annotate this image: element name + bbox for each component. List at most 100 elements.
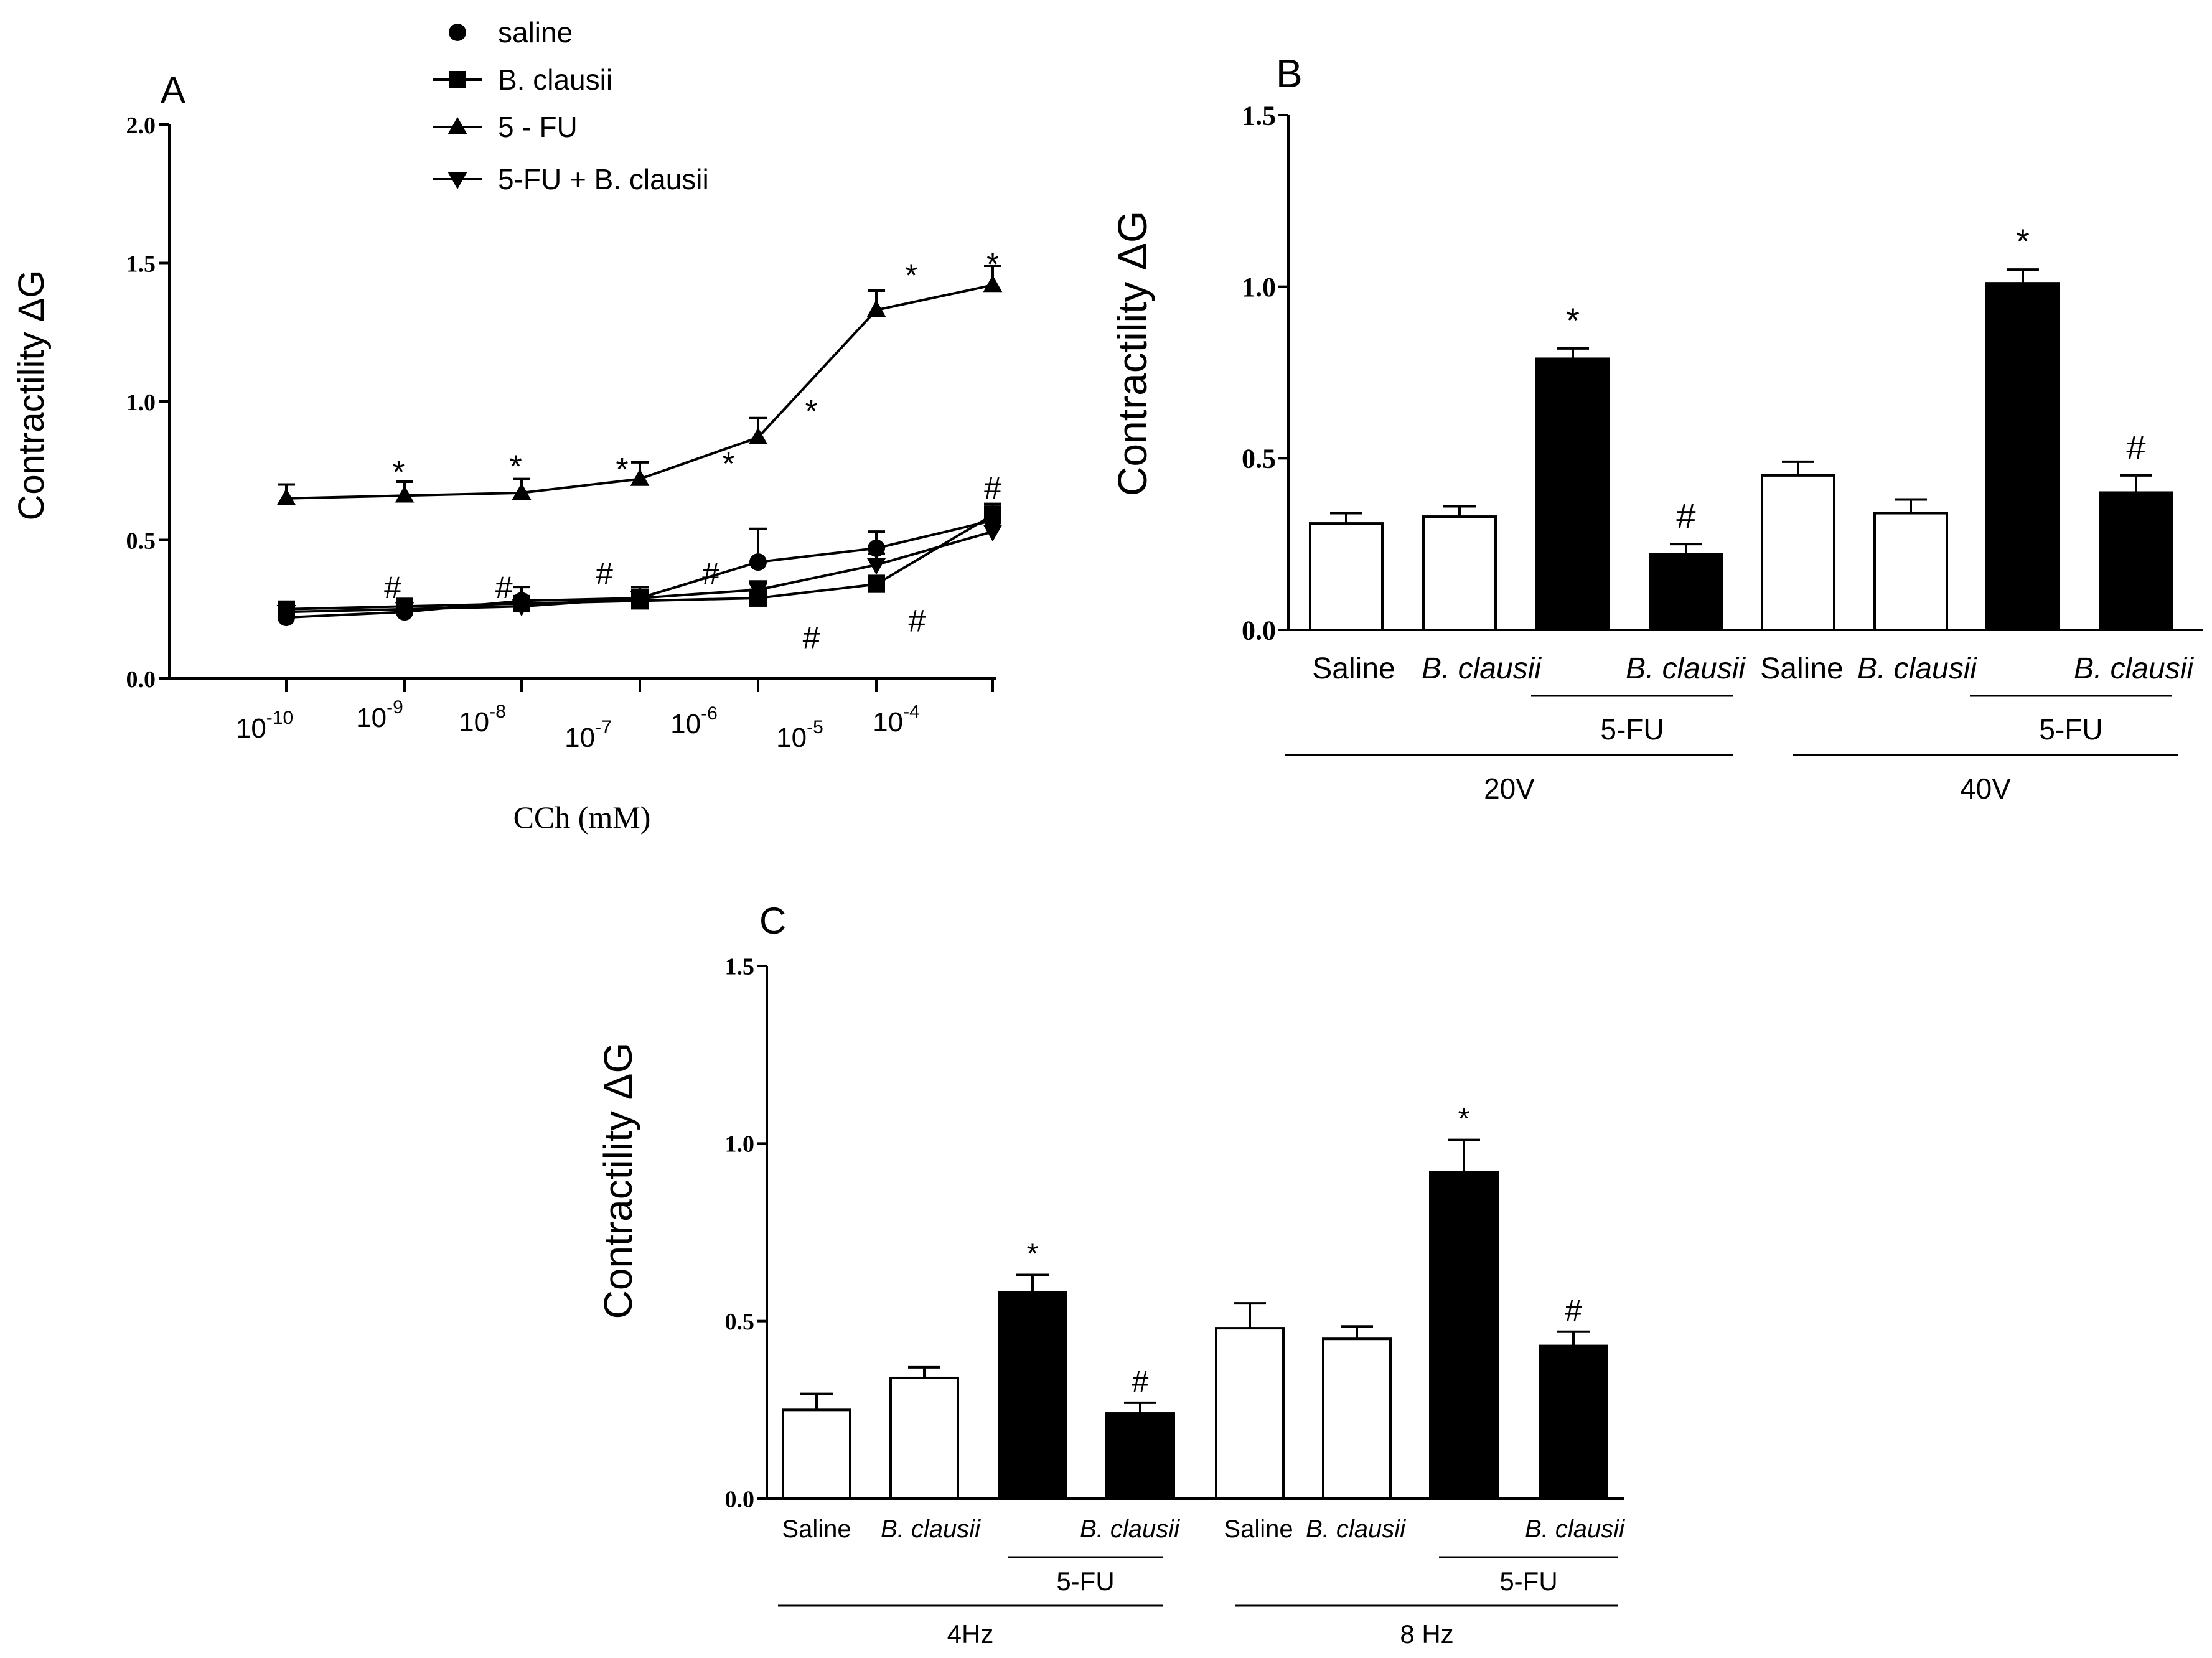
panel-a-x-tick-base: 10 <box>459 707 489 738</box>
panel-a-x-tick-label: 10-7 <box>565 717 612 753</box>
panel-a-point-5-fu <box>866 300 886 317</box>
panel-a-point-b-clausii <box>868 575 885 593</box>
panel-a-legend-marker-1 <box>449 71 466 88</box>
panel-b: B Contractility ΔG 0.0 0.5 1.0 1.5 * # * # Sal… <box>1109 51 2203 805</box>
panel-b-significance-star: * <box>1566 301 1580 340</box>
panel-a-significance-star: * <box>509 449 522 485</box>
panel-a-y-tick-label: 2.0 <box>126 113 156 139</box>
panel-a-x-tick-label: 10-10 <box>236 708 293 744</box>
panel-c-y-ticks: 0.0 0.5 1.0 1.5 <box>725 953 767 1512</box>
panel-b-bars: * # * # <box>1309 222 2173 632</box>
panel-a-x-tick-exponent: -9 <box>387 697 403 718</box>
panel-b-y-tick-label: 0.5 <box>1242 444 1276 474</box>
panel-a-point-5-fu <box>512 482 532 500</box>
panel-a-point-5-fu <box>276 488 296 505</box>
panel-a-legend-marker-0 <box>449 24 466 41</box>
panel-c-category-label: B. clausii <box>1525 1515 1625 1543</box>
panel-a-legend: saline B. clausii 5 - FU 5-FU + B. clausii <box>433 16 709 195</box>
panel-c-bar-3 <box>1105 1412 1175 1501</box>
panel-b-bar-6 <box>1985 282 2060 631</box>
panel-b-category-label: B. clausii <box>1857 652 1977 685</box>
panel-a-label: A <box>161 69 185 111</box>
panel-b-bar-5 <box>1873 512 1948 632</box>
panel-a-significance-hash: # <box>909 604 926 639</box>
panel-a-significance-hash: # <box>702 556 719 591</box>
panel-a-x-tick-base: 10 <box>873 707 903 738</box>
panel-b-category-label: B. clausii <box>1422 652 1542 685</box>
panel-a-x-tick-exponent: -7 <box>595 717 612 738</box>
panel-c-y-tick-label: 1.5 <box>725 953 755 980</box>
panel-c-y-axis-label: Contractility ΔG <box>596 1042 640 1319</box>
panel-b-label: B <box>1276 51 1303 96</box>
panel-b-group-label: 40V <box>1960 772 2011 805</box>
panel-a-x-tick-label: 10-8 <box>459 701 506 738</box>
panel-a-point-5-fu <box>630 469 650 486</box>
panel-b-bar-4 <box>1761 474 1835 632</box>
panel-b-y-axis-label: Contractility ΔG <box>1109 211 1155 497</box>
panel-b-bar-2 <box>1535 357 1610 631</box>
panel-a-x-tick-label: 10-6 <box>670 703 718 739</box>
panel-c-bar-1 <box>889 1376 959 1501</box>
panel-a-x-tick-exponent: -6 <box>701 703 718 724</box>
panel-c-label: C <box>759 900 786 942</box>
panel-b-y-tick-label: 1.0 <box>1242 272 1276 302</box>
panel-c-significance-hash: # <box>1132 1365 1149 1398</box>
panel-a-significance-hash: # <box>384 570 401 605</box>
panel-a-x-tick-base: 10 <box>670 709 701 739</box>
panel-b-subgroup-label: 5-FU <box>2039 713 2102 746</box>
panel-a-point-5-fu <box>395 485 415 503</box>
panel-a-point-saline <box>749 553 767 571</box>
panel-c-category-label: Saline <box>1224 1515 1293 1543</box>
panel-a-point-5-fu-b-clausii <box>512 599 532 617</box>
panel-b-y-tick-label: 0.0 <box>1242 615 1276 645</box>
panel-b-category-label: B. clausii <box>1626 652 1746 685</box>
panel-a-y-ticks: 0.0 0.5 1.0 1.5 2.0 <box>126 113 169 693</box>
panel-b-group-brackets: 5-FU 5-FU 20V 40V <box>1285 695 2178 805</box>
panel-a-x-ticks: 10-10 10-9 10-810-7 10-610-5 10-4 <box>236 678 994 753</box>
panel-a-significance-hash: # <box>984 471 1001 505</box>
panel-a-x-tick-exponent: -5 <box>807 717 823 738</box>
panel-c-group-label: 8 Hz <box>1400 1619 1453 1649</box>
panel-a-x-tick-base: 10 <box>236 713 266 744</box>
panel-a-y-tick-label: 1.0 <box>126 390 156 416</box>
panel-c-bar-2 <box>998 1291 1067 1501</box>
panel-a-significance-star: * <box>392 454 405 490</box>
panel-a-legend-label: 5 - FU <box>498 111 578 143</box>
panel-b-significance-hash: # <box>1676 496 1695 535</box>
panel-c-bar-4 <box>1215 1327 1285 1501</box>
panel-a-legend-marker-3 <box>448 172 467 190</box>
panel-a-legend-label: B. clausii <box>498 63 612 96</box>
panel-a-point-5-fu-b-clausii <box>866 558 886 575</box>
panel-a-point-5-fu <box>983 275 1003 293</box>
panel-a-legend-label: 5-FU + B. clausii <box>498 163 709 195</box>
panel-a-point-5-fu <box>748 427 768 445</box>
panel-b-significance-star: * <box>2016 222 2030 261</box>
panel-b-category-label: B. clausii <box>2074 652 2194 685</box>
panel-a-significance-hash: # <box>803 620 820 655</box>
panel-b-category-label: Saline <box>1312 652 1395 685</box>
panel-a-significance-star: * <box>722 446 734 482</box>
panel-c-bar-5 <box>1322 1337 1392 1500</box>
panel-b-category-label: Saline <box>1760 652 1843 685</box>
panel-c-category-label: B. clausii <box>881 1515 981 1543</box>
panel-a-significance-star: * <box>805 393 817 429</box>
panel-b-significance-hash: # <box>2126 428 2145 467</box>
panel-a-point-5-fu-b-clausii <box>983 524 1003 542</box>
panel-a-x-tick-exponent: -4 <box>903 701 920 722</box>
panel-a: A Contractility ΔG CCh (mM) 0.0 0.5 1.0 1.5… <box>11 16 1003 835</box>
panel-a-point-5-fu-b-clausii <box>395 602 415 619</box>
panel-a-significance-star: * <box>986 247 999 283</box>
panel-a-point-5-fu-b-clausii <box>276 605 296 622</box>
panel-a-series <box>276 264 1003 627</box>
panel-b-category-labels: Saline B. clausii B. clausii Saline B. claus… <box>1312 652 2194 685</box>
panel-a-significance-star: * <box>616 452 628 488</box>
panel-a-x-tick-base: 10 <box>356 703 387 733</box>
panel-a-point-5-fu-b-clausii <box>630 591 650 609</box>
panel-c-group-brackets: 5-FU 5-FU 4Hz 8 Hz <box>778 1556 1618 1649</box>
panel-a-y-axis-label: Contractility ΔG <box>11 270 52 521</box>
panel-c-subgroup-label: 5-FU <box>1056 1567 1114 1596</box>
panel-c-bars: * # * # <box>782 1103 1608 1501</box>
panel-c-bar-7 <box>1539 1344 1608 1500</box>
